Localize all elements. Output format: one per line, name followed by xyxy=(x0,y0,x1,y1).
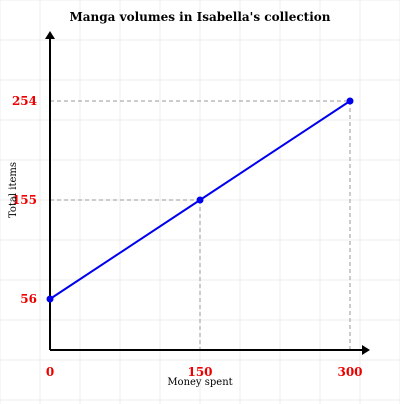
x-axis-label: Money spent xyxy=(167,377,232,388)
y-axis-label: Total items xyxy=(8,162,19,218)
data-point xyxy=(196,196,204,204)
x-tick-label: 0 xyxy=(46,365,54,379)
x-axis-arrow xyxy=(362,345,370,355)
x-tick-label: 300 xyxy=(337,365,362,379)
data-point xyxy=(346,97,354,105)
y-tick-label: 254 xyxy=(12,94,37,108)
data-point xyxy=(46,295,54,303)
x-tick-label: 150 xyxy=(187,365,212,379)
y-axis-arrow xyxy=(45,31,55,39)
chart-title: Manga volumes in Isabella's collection xyxy=(70,10,331,24)
y-tick-label: 155 xyxy=(12,193,37,207)
tick-labels: 0 150 300 56 155 254 xyxy=(12,94,363,379)
series-layer xyxy=(46,97,354,303)
y-tick-label: 56 xyxy=(20,292,37,306)
